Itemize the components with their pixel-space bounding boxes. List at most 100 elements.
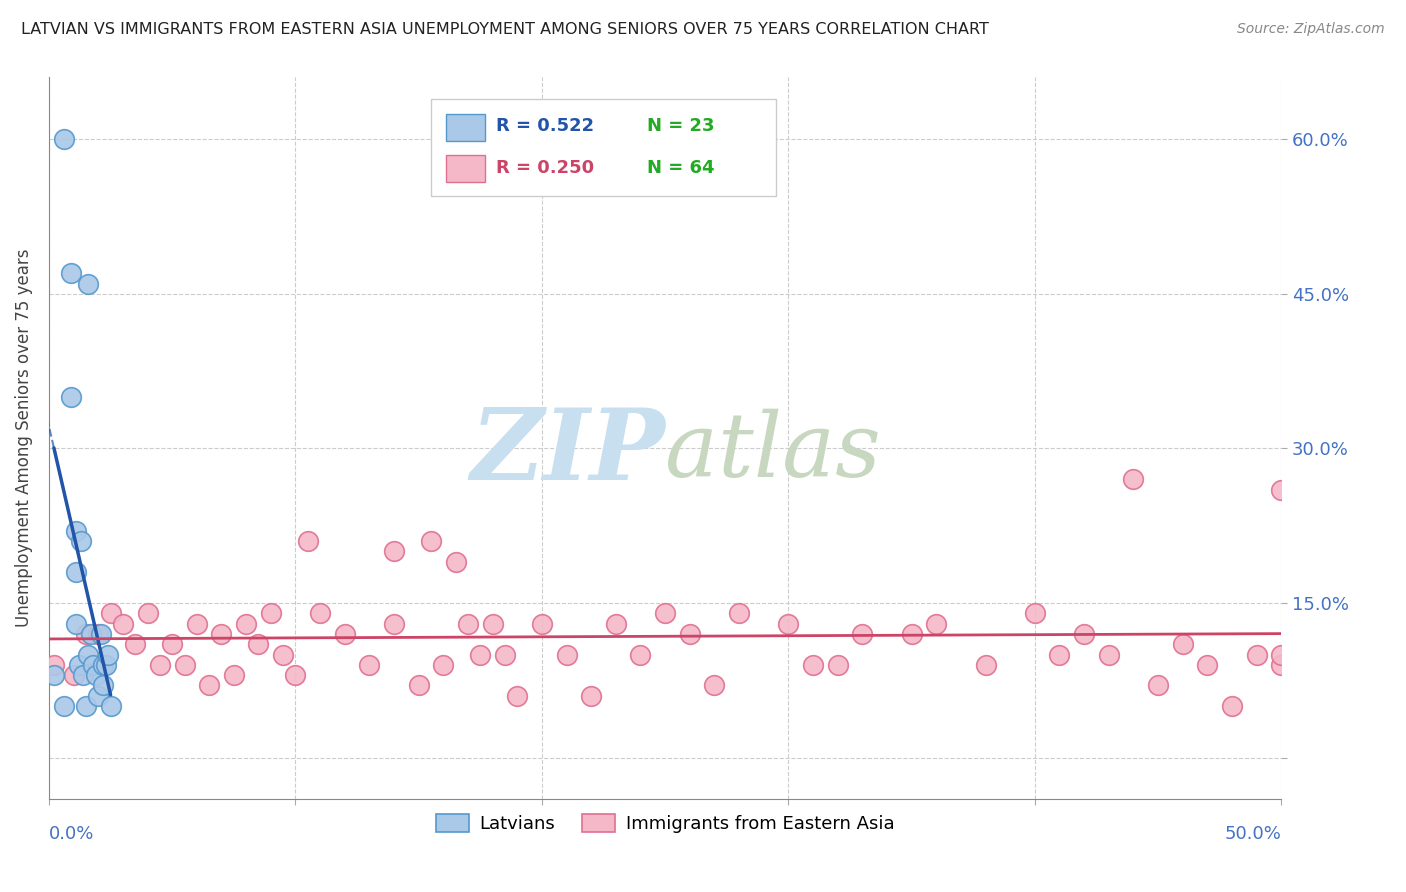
- Point: [260, 607, 283, 621]
- Point: [420, 534, 443, 549]
- Point: [149, 657, 172, 672]
- Point: [186, 616, 208, 631]
- Point: [703, 678, 725, 692]
- FancyBboxPatch shape: [446, 113, 485, 141]
- Point: [333, 627, 356, 641]
- Point: [65, 565, 87, 579]
- Point: [494, 648, 516, 662]
- Point: [77, 648, 100, 662]
- Point: [925, 616, 948, 631]
- Point: [1024, 607, 1046, 621]
- Point: [432, 657, 454, 672]
- Text: N = 23: N = 23: [647, 118, 714, 136]
- Text: N = 64: N = 64: [647, 159, 714, 177]
- Point: [87, 689, 110, 703]
- Point: [605, 616, 627, 631]
- Point: [1098, 648, 1121, 662]
- Point: [173, 657, 195, 672]
- Point: [90, 627, 112, 641]
- Point: [70, 534, 93, 549]
- Point: [555, 648, 578, 662]
- Point: [1270, 483, 1292, 497]
- Point: [211, 627, 233, 641]
- Point: [851, 627, 873, 641]
- Text: atlas: atlas: [665, 409, 882, 496]
- Point: [1147, 678, 1170, 692]
- FancyBboxPatch shape: [446, 154, 485, 182]
- Point: [60, 266, 83, 280]
- Point: [778, 616, 800, 631]
- Y-axis label: Unemployment Among Seniors over 75 years: Unemployment Among Seniors over 75 years: [15, 249, 32, 627]
- Point: [42, 668, 65, 682]
- Point: [1122, 472, 1144, 486]
- Point: [1073, 627, 1095, 641]
- Point: [801, 657, 824, 672]
- Point: [100, 699, 122, 714]
- Point: [87, 627, 110, 641]
- Point: [67, 657, 90, 672]
- Point: [198, 678, 221, 692]
- Point: [579, 689, 602, 703]
- Point: [444, 555, 467, 569]
- Point: [75, 699, 97, 714]
- Point: [974, 657, 997, 672]
- FancyBboxPatch shape: [432, 99, 776, 196]
- Point: [100, 607, 122, 621]
- Point: [84, 668, 107, 682]
- Point: [77, 277, 100, 291]
- Point: [1197, 657, 1219, 672]
- Point: [654, 607, 676, 621]
- Point: [136, 607, 159, 621]
- Point: [408, 678, 430, 692]
- Point: [97, 648, 120, 662]
- Point: [1220, 699, 1243, 714]
- Point: [630, 648, 652, 662]
- Point: [1246, 648, 1268, 662]
- Point: [284, 668, 307, 682]
- Point: [91, 678, 114, 692]
- Legend: Latvians, Immigrants from Eastern Asia: Latvians, Immigrants from Eastern Asia: [429, 806, 901, 840]
- Point: [359, 657, 381, 672]
- Point: [235, 616, 257, 631]
- Point: [94, 657, 117, 672]
- Point: [65, 524, 87, 538]
- Point: [382, 616, 405, 631]
- Point: [1049, 648, 1071, 662]
- Point: [1270, 648, 1292, 662]
- Point: [506, 689, 529, 703]
- Point: [728, 607, 751, 621]
- Point: [1171, 637, 1194, 651]
- Point: [827, 657, 849, 672]
- Point: [222, 668, 245, 682]
- Point: [457, 616, 479, 631]
- Point: [271, 648, 294, 662]
- Point: [530, 616, 553, 631]
- Point: [72, 668, 94, 682]
- Point: [247, 637, 270, 651]
- Point: [82, 657, 104, 672]
- Text: 50.0%: 50.0%: [1225, 824, 1281, 843]
- Point: [80, 627, 103, 641]
- Point: [124, 637, 146, 651]
- Text: ZIP: ZIP: [470, 404, 665, 500]
- Point: [52, 132, 75, 146]
- Text: 0.0%: 0.0%: [49, 824, 94, 843]
- Point: [297, 534, 319, 549]
- Point: [481, 616, 503, 631]
- Point: [470, 648, 492, 662]
- Text: Source: ZipAtlas.com: Source: ZipAtlas.com: [1237, 22, 1385, 37]
- Point: [382, 544, 405, 558]
- Point: [160, 637, 183, 651]
- Point: [111, 616, 134, 631]
- Point: [42, 657, 65, 672]
- Point: [52, 699, 75, 714]
- Point: [679, 627, 702, 641]
- Point: [60, 390, 83, 404]
- Point: [75, 627, 97, 641]
- Point: [62, 668, 84, 682]
- Text: LATVIAN VS IMMIGRANTS FROM EASTERN ASIA UNEMPLOYMENT AMONG SENIORS OVER 75 YEARS: LATVIAN VS IMMIGRANTS FROM EASTERN ASIA …: [21, 22, 988, 37]
- Point: [1270, 657, 1292, 672]
- Text: R = 0.250: R = 0.250: [496, 159, 595, 177]
- Text: R = 0.522: R = 0.522: [496, 118, 595, 136]
- Point: [309, 607, 332, 621]
